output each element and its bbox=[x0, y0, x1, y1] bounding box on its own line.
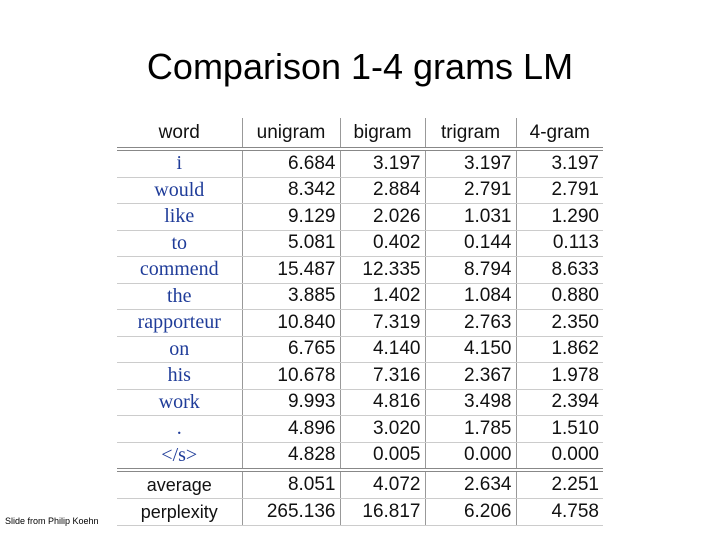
cell: 2.791 bbox=[424, 177, 516, 204]
cell: 2.394 bbox=[515, 389, 603, 416]
row-label: like bbox=[117, 203, 242, 231]
table-row: . 4.896 3.020 1.785 1.510 bbox=[117, 415, 603, 443]
cell: 10.840 bbox=[241, 309, 340, 337]
cell: 4.828 bbox=[241, 442, 340, 472]
cell: 0.000 bbox=[515, 442, 603, 472]
cell: 2.026 bbox=[339, 203, 425, 231]
cell: 0.402 bbox=[339, 230, 425, 257]
header-row: word unigram bigram trigram 4-gram bbox=[117, 118, 603, 151]
row-label: . bbox=[117, 415, 242, 443]
cell: 6.765 bbox=[241, 336, 340, 363]
row-label: i bbox=[117, 149, 242, 178]
cell: 1.031 bbox=[424, 203, 516, 231]
table-row: the 3.885 1.402 1.084 0.880 bbox=[117, 283, 603, 310]
row-label: perplexity bbox=[117, 498, 242, 526]
slide-title: Comparison 1-4 grams LM bbox=[146, 46, 574, 87]
table-row: like 9.129 2.026 1.031 1.290 bbox=[117, 203, 603, 231]
cell: 1.290 bbox=[515, 203, 603, 231]
cell: 4.758 bbox=[515, 498, 603, 526]
summary-row: average 8.051 4.072 2.634 2.251 bbox=[117, 470, 603, 499]
cell: 4.816 bbox=[339, 389, 425, 416]
cell: 1.084 bbox=[424, 283, 516, 310]
cell: 10.678 bbox=[241, 362, 340, 390]
cell: 2.251 bbox=[515, 470, 603, 499]
row-label: work bbox=[117, 389, 242, 416]
cell: 7.316 bbox=[339, 362, 425, 390]
row-label: to bbox=[117, 230, 242, 257]
table-row: to 5.081 0.402 0.144 0.113 bbox=[117, 230, 603, 257]
cell: 1.785 bbox=[424, 415, 516, 443]
cell: 265.136 bbox=[241, 498, 340, 526]
row-label: average bbox=[117, 470, 242, 499]
table-row: i 6.684 3.197 3.197 3.197 bbox=[117, 149, 603, 178]
cell: 2.791 bbox=[515, 177, 603, 204]
cell: 2.634 bbox=[424, 470, 516, 499]
cell: 5.081 bbox=[241, 230, 340, 257]
table-row: </s> 4.828 0.005 0.000 0.000 bbox=[117, 442, 603, 472]
row-label: would bbox=[117, 177, 242, 204]
table-row: on 6.765 4.140 4.150 1.862 bbox=[117, 336, 603, 363]
cell: 0.144 bbox=[424, 230, 516, 257]
cell: 4-gram bbox=[515, 118, 603, 151]
cell: 9.129 bbox=[241, 203, 340, 231]
row-label: the bbox=[117, 283, 242, 310]
cell: 4.150 bbox=[424, 336, 516, 363]
cell: 4.896 bbox=[241, 415, 340, 443]
comparison-table: word unigram bigram trigram 4-gram i 6.684 3.19… bbox=[117, 118, 603, 526]
cell: 9.993 bbox=[241, 389, 340, 416]
cell: 2.884 bbox=[339, 177, 425, 204]
row-label: word bbox=[117, 118, 242, 151]
cell: 8.342 bbox=[241, 177, 340, 204]
cell: 3.885 bbox=[241, 283, 340, 310]
cell: 1.402 bbox=[339, 283, 425, 310]
cell: 7.319 bbox=[339, 309, 425, 337]
cell: 8.051 bbox=[241, 470, 340, 499]
cell: 0.000 bbox=[424, 442, 516, 472]
cell: 0.113 bbox=[515, 230, 603, 257]
table-row: would 8.342 2.884 2.791 2.791 bbox=[117, 177, 603, 204]
cell: 3.498 bbox=[424, 389, 516, 416]
footnote: Slide from Philip Koehn bbox=[5, 516, 99, 526]
cell: 0.005 bbox=[339, 442, 425, 472]
table-row: work 9.993 4.816 3.498 2.394 bbox=[117, 389, 603, 416]
cell: 3.197 bbox=[424, 149, 516, 178]
cell: 3.020 bbox=[339, 415, 425, 443]
cell: 8.633 bbox=[515, 256, 603, 284]
cell: 15.487 bbox=[241, 256, 340, 284]
cell: unigram bbox=[241, 118, 340, 151]
cell: 1.510 bbox=[515, 415, 603, 443]
cell: 2.367 bbox=[424, 362, 516, 390]
cell: 2.763 bbox=[424, 309, 516, 337]
cell: 1.862 bbox=[515, 336, 603, 363]
table-row: his 10.678 7.316 2.367 1.978 bbox=[117, 362, 603, 390]
cell: 3.197 bbox=[515, 149, 603, 178]
cell: 6.206 bbox=[424, 498, 516, 526]
cell: 0.880 bbox=[515, 283, 603, 310]
summary-row: perplexity 265.136 16.817 6.206 4.758 bbox=[117, 498, 603, 526]
table-row: commend 15.487 12.335 8.794 8.633 bbox=[117, 256, 603, 284]
cell: 4.140 bbox=[339, 336, 425, 363]
cell: 2.350 bbox=[515, 309, 603, 337]
cell: 12.335 bbox=[339, 256, 425, 284]
cell: bigram bbox=[339, 118, 425, 151]
cell: 4.072 bbox=[339, 470, 425, 499]
cell: 3.197 bbox=[339, 149, 425, 178]
row-label: his bbox=[117, 362, 242, 390]
row-label: </s> bbox=[117, 442, 242, 472]
row-label: rapporteur bbox=[117, 309, 242, 337]
row-label: commend bbox=[117, 256, 242, 284]
cell: 8.794 bbox=[424, 256, 516, 284]
cell: 16.817 bbox=[339, 498, 425, 526]
cell: 1.978 bbox=[515, 362, 603, 390]
table-row: rapporteur 10.840 7.319 2.763 2.350 bbox=[117, 309, 603, 337]
row-label: on bbox=[117, 336, 242, 363]
cell: trigram bbox=[424, 118, 516, 151]
cell: 6.684 bbox=[241, 149, 340, 178]
